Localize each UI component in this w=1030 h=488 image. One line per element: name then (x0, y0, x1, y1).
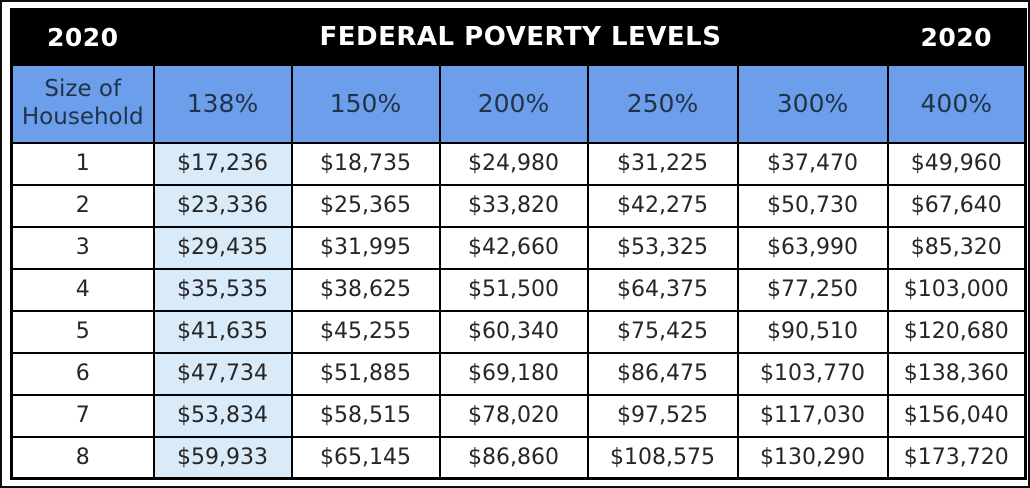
household-size-cell: 2 (10, 183, 155, 228)
federal-poverty-levels-table: 2020 FEDERAL POVERTY LEVELS 2020 Size of… (10, 8, 1028, 480)
amount-cell: $86,860 (438, 435, 589, 480)
amount-cell: $64,375 (586, 267, 739, 312)
table-row-household-3: 3 $29,435 $31,995 $42,660 $53,325 $63,990 $85,… (10, 225, 1027, 270)
table-body: 1 $17,236 $18,735 $24,980 $31,225 $37,470 $49,… (10, 141, 1027, 480)
household-size-cell: 1 (10, 141, 155, 186)
amount-cell: $47,734 (152, 351, 293, 396)
column-header-150pct: 150% (290, 63, 441, 144)
amount-cell: $78,020 (438, 393, 589, 438)
amount-cell: $117,030 (736, 393, 889, 438)
amount-cell: $103,770 (736, 351, 889, 396)
amount-cell: $38,625 (290, 267, 441, 312)
amount-cell: $35,535 (152, 267, 293, 312)
amount-cell: $60,340 (438, 309, 589, 354)
household-size-cell: 4 (10, 267, 155, 312)
amount-cell: $86,475 (586, 351, 739, 396)
amount-cell: $77,250 (736, 267, 889, 312)
amount-cell: $58,515 (290, 393, 441, 438)
amount-cell: $90,510 (736, 309, 889, 354)
table-row-household-7: 7 $53,834 $58,515 $78,020 $97,525 $117,030 $15… (10, 393, 1027, 438)
amount-cell: $67,640 (886, 183, 1027, 228)
amount-cell: $33,820 (438, 183, 589, 228)
household-size-cell: 6 (10, 351, 155, 396)
column-header-300pct: 300% (736, 63, 889, 144)
amount-cell: $37,470 (736, 141, 889, 186)
table-title: FEDERAL POVERTY LEVELS (152, 8, 889, 66)
amount-cell: $97,525 (586, 393, 739, 438)
amount-cell: $51,885 (290, 351, 441, 396)
household-size-cell: 5 (10, 309, 155, 354)
table-row-household-1: 1 $17,236 $18,735 $24,980 $31,225 $37,470 $49,… (10, 141, 1027, 186)
amount-cell: $49,960 (886, 141, 1027, 186)
amount-cell: $42,275 (586, 183, 739, 228)
row-header-size-of-household: Size of Household (10, 63, 155, 144)
amount-cell: $65,145 (290, 435, 441, 480)
amount-cell: $156,040 (886, 393, 1027, 438)
amount-cell: $63,990 (736, 225, 889, 270)
amount-cell: $69,180 (438, 351, 589, 396)
column-header-138pct: 138% (152, 63, 293, 144)
table-row-household-8: 8 $59,933 $65,145 $86,860 $108,575 $130,290 $1… (10, 435, 1027, 480)
table-row-household-2: 2 $23,336 $25,365 $33,820 $42,275 $50,730 $67,… (10, 183, 1027, 228)
table-row-household-6: 6 $47,734 $51,885 $69,180 $86,475 $103,770 $13… (10, 351, 1027, 396)
amount-cell: $17,236 (152, 141, 293, 186)
year-right-label: 2020 (886, 8, 1027, 66)
amount-cell: $53,834 (152, 393, 293, 438)
amount-cell: $41,635 (152, 309, 293, 354)
column-header-250pct: 250% (586, 63, 739, 144)
year-left-label: 2020 (10, 8, 155, 66)
household-size-cell: 3 (10, 225, 155, 270)
amount-cell: $51,500 (438, 267, 589, 312)
table-row-household-4: 4 $35,535 $38,625 $51,500 $64,375 $77,250 $103… (10, 267, 1027, 312)
amount-cell: $130,290 (736, 435, 889, 480)
amount-cell: $45,255 (290, 309, 441, 354)
household-size-cell: 8 (10, 435, 155, 480)
amount-cell: $42,660 (438, 225, 589, 270)
amount-cell: $120,680 (886, 309, 1027, 354)
amount-cell: $138,360 (886, 351, 1027, 396)
amount-cell: $75,425 (586, 309, 739, 354)
amount-cell: $53,325 (586, 225, 739, 270)
table-row-household-5: 5 $41,635 $45,255 $60,340 $75,425 $90,510 $120… (10, 309, 1027, 354)
amount-cell: $29,435 (152, 225, 293, 270)
amount-cell: $103,000 (886, 267, 1027, 312)
amount-cell: $173,720 (886, 435, 1027, 480)
amount-cell: $50,730 (736, 183, 889, 228)
amount-cell: $31,995 (290, 225, 441, 270)
household-size-cell: 7 (10, 393, 155, 438)
amount-cell: $85,320 (886, 225, 1027, 270)
amount-cell: $108,575 (586, 435, 739, 480)
title-row: 2020 FEDERAL POVERTY LEVELS 2020 (10, 8, 1027, 66)
amount-cell: $18,735 (290, 141, 441, 186)
amount-cell: $24,980 (438, 141, 589, 186)
column-header-200pct: 200% (438, 63, 589, 144)
amount-cell: $23,336 (152, 183, 293, 228)
column-header-row: Size of Household 138% 150% 200% 250% 300% 400… (10, 63, 1027, 144)
amount-cell: $59,933 (152, 435, 293, 480)
column-header-400pct: 400% (886, 63, 1027, 144)
amount-cell: $25,365 (290, 183, 441, 228)
amount-cell: $31,225 (586, 141, 739, 186)
